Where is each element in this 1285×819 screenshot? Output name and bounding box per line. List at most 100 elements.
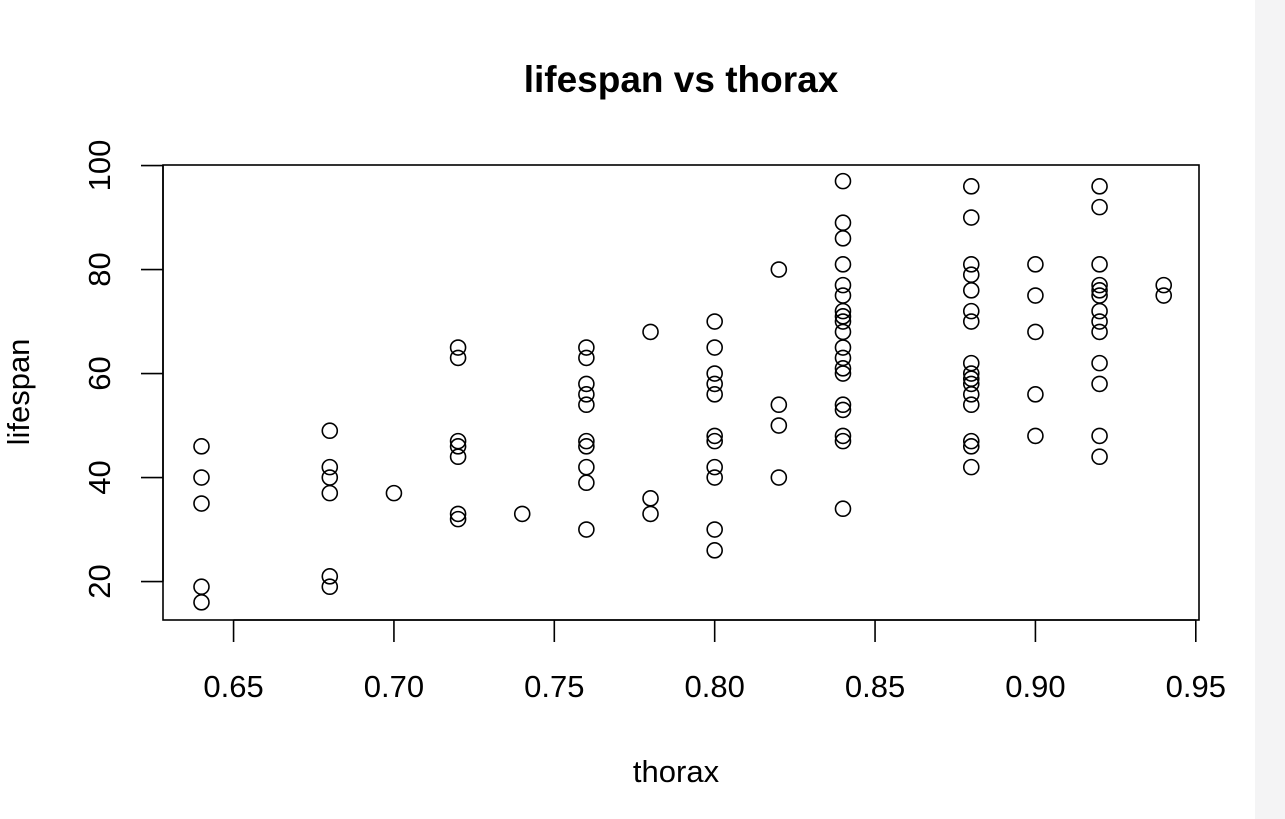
x-tick-label: 0.75 <box>524 669 584 704</box>
data-point <box>962 302 980 320</box>
data-point <box>321 469 339 486</box>
data-point <box>1091 354 1108 372</box>
data-point <box>706 542 723 559</box>
x-tick-label: 0.65 <box>203 669 263 704</box>
data-point <box>449 448 467 466</box>
data-point <box>770 261 788 278</box>
data-point <box>1091 282 1108 299</box>
data-point <box>706 458 723 476</box>
data-point <box>193 469 210 486</box>
data-point <box>1091 302 1108 320</box>
x-tick-label: 0.70 <box>364 669 424 704</box>
data-point <box>449 438 467 455</box>
data-point <box>962 282 980 299</box>
data-point <box>578 396 595 414</box>
data-point <box>770 417 788 434</box>
data-point <box>770 469 788 486</box>
data-point <box>962 386 980 403</box>
data-point <box>321 422 339 440</box>
data-point <box>706 469 723 486</box>
data-point <box>834 214 852 232</box>
data-point <box>962 438 980 455</box>
data-point <box>321 458 339 476</box>
data-point <box>834 427 852 445</box>
data-point <box>962 209 980 226</box>
data-point <box>834 256 852 273</box>
data-point <box>642 505 659 523</box>
data-point <box>578 349 595 367</box>
data-point <box>578 521 595 538</box>
data-point <box>1091 448 1108 466</box>
data-point <box>962 266 980 284</box>
chart-title: lifespan vs thorax <box>524 59 839 100</box>
data-point <box>834 302 852 320</box>
data-point <box>834 365 852 382</box>
data-point <box>449 339 467 356</box>
data-point <box>1091 375 1108 393</box>
data-point <box>962 432 980 450</box>
data-point <box>642 490 659 507</box>
data-point <box>1091 323 1108 341</box>
data-point <box>578 458 595 476</box>
data-point <box>578 386 595 403</box>
data-point <box>1027 287 1044 304</box>
data-point <box>706 427 723 445</box>
data-point <box>962 178 980 195</box>
data-point <box>578 339 595 356</box>
data-point <box>962 375 980 393</box>
window-edge-strip <box>1255 0 1285 819</box>
x-tick-label: 0.85 <box>845 669 905 704</box>
data-point <box>706 375 723 393</box>
x-axis-label: thorax <box>633 754 720 789</box>
data-point <box>834 432 852 450</box>
y-tick-label: 60 <box>82 356 117 390</box>
data-point <box>193 594 210 611</box>
y-axis-label: lifespan <box>1 339 36 446</box>
data-point <box>321 568 339 585</box>
data-point <box>834 287 852 304</box>
data-point <box>1091 256 1108 273</box>
x-tick-label: 0.95 <box>1166 669 1226 704</box>
data-point <box>513 505 531 523</box>
data-point <box>578 474 595 492</box>
plot-frame <box>162 164 1200 621</box>
data-point <box>834 276 852 294</box>
data-point <box>834 172 852 190</box>
data-point <box>1155 287 1173 304</box>
data-point <box>962 458 980 476</box>
data-point <box>578 438 595 455</box>
data-point <box>578 375 595 393</box>
data-point <box>962 313 980 330</box>
data-point <box>706 521 723 538</box>
data-point <box>321 578 339 596</box>
data-point <box>962 256 980 273</box>
y-tick-label: 20 <box>82 564 117 598</box>
data-point <box>1091 276 1108 294</box>
data-point <box>449 510 467 528</box>
data-point <box>193 438 210 455</box>
data-point <box>834 396 852 414</box>
data-point <box>706 339 723 356</box>
data-points <box>193 172 1173 611</box>
data-point <box>1091 198 1108 216</box>
data-point <box>706 386 723 403</box>
data-point <box>1027 386 1044 403</box>
data-point <box>706 313 723 330</box>
data-point <box>1091 178 1108 195</box>
data-point <box>834 323 852 341</box>
data-point <box>834 339 852 356</box>
data-point <box>642 323 659 341</box>
data-point <box>962 396 980 414</box>
y-axis: 20 40 60 80 100 <box>82 140 164 599</box>
data-point <box>834 313 852 330</box>
data-point <box>449 349 467 367</box>
y-tick-label: 100 <box>82 140 117 192</box>
data-point <box>1027 256 1044 273</box>
data-point <box>1091 313 1108 330</box>
x-tick-label: 0.90 <box>1005 669 1065 704</box>
y-tick-label: 80 <box>82 252 117 286</box>
data-point <box>449 505 467 523</box>
data-point <box>962 365 980 382</box>
data-point <box>385 484 403 502</box>
